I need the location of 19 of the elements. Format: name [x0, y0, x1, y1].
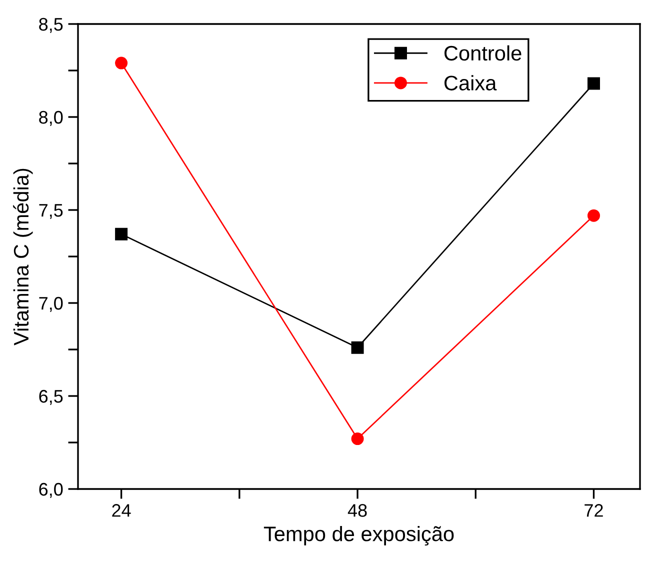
point	[351, 432, 364, 446]
y-tick-label: 6,0	[39, 482, 63, 498]
y-tick-label: 8,0	[39, 110, 63, 126]
point	[587, 209, 600, 222]
x-axis-title: Tempo de exposição	[264, 526, 454, 546]
y-axis-title: Vitamina C (média)	[13, 168, 33, 346]
y-tick-label: 7,0	[39, 296, 63, 312]
x-tick-label: 72	[584, 504, 603, 517]
y-tick-label: 7,5	[39, 204, 63, 219]
y-tick-label: 8,5	[39, 18, 63, 33]
legend-label: Controle	[444, 45, 522, 61]
x-tick-label: 24	[112, 504, 131, 517]
y-tick-label: 6,5	[39, 390, 63, 405]
point	[351, 341, 364, 354]
x-tick-label: 48	[348, 504, 367, 517]
point	[587, 77, 600, 90]
point	[115, 228, 128, 240]
point	[115, 56, 128, 70]
legend-label: Caixa	[444, 75, 497, 90]
